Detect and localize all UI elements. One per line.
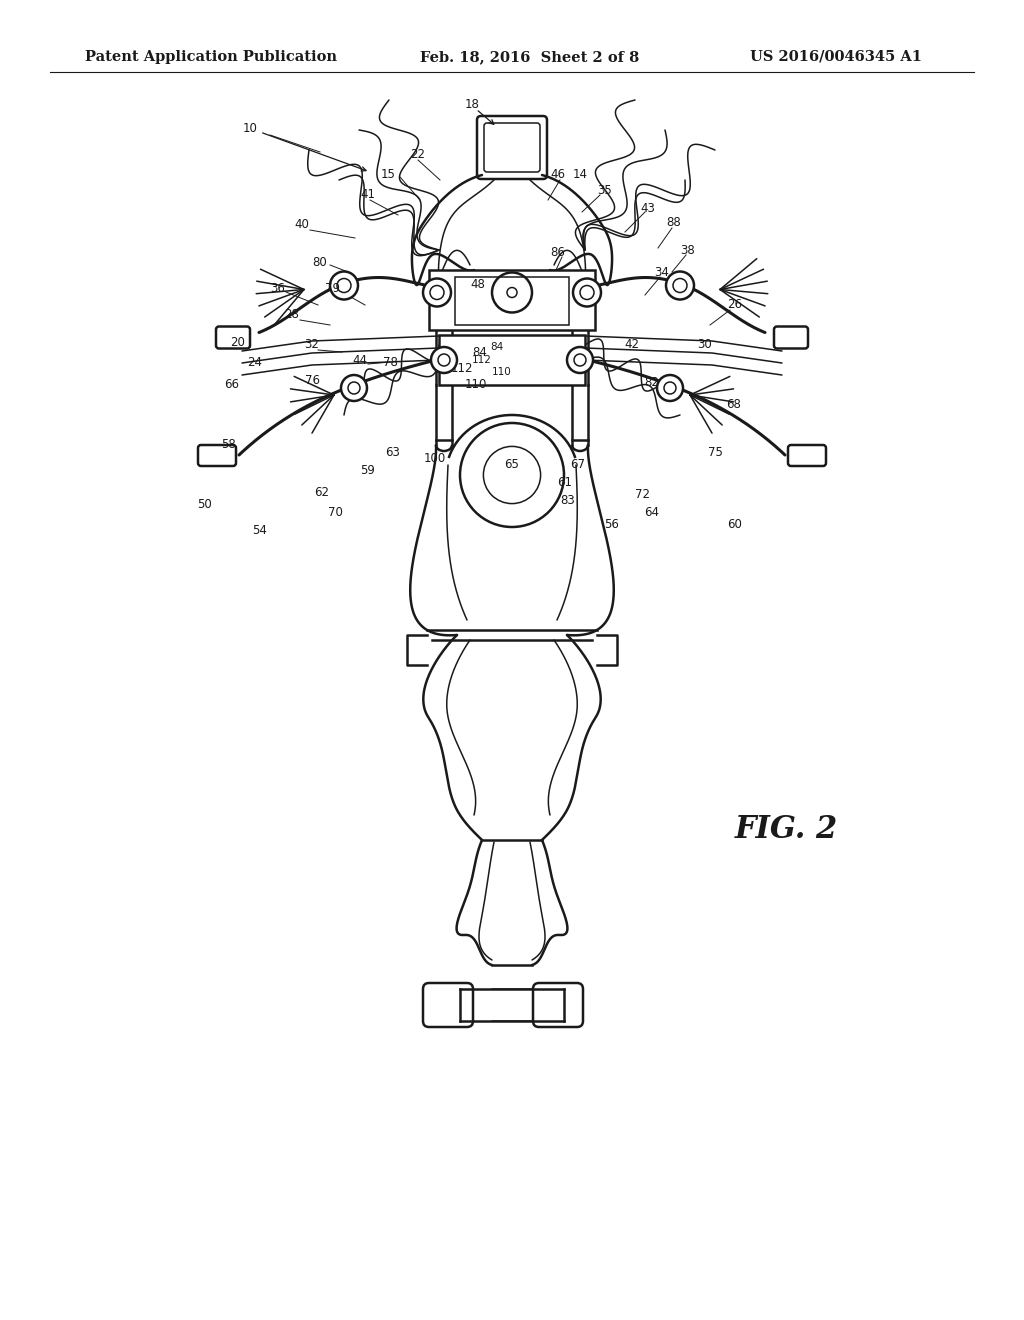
Text: 112: 112 xyxy=(451,362,473,375)
Text: 62: 62 xyxy=(314,486,330,499)
Circle shape xyxy=(567,347,593,374)
Text: 14: 14 xyxy=(572,169,588,181)
Circle shape xyxy=(341,375,367,401)
Circle shape xyxy=(657,375,683,401)
Text: 48: 48 xyxy=(484,289,500,301)
Circle shape xyxy=(507,288,517,297)
Text: 58: 58 xyxy=(220,438,236,451)
Text: 76: 76 xyxy=(304,374,319,387)
Text: 67: 67 xyxy=(570,458,586,471)
Text: 10: 10 xyxy=(243,121,257,135)
Text: 64: 64 xyxy=(644,506,659,519)
FancyBboxPatch shape xyxy=(788,445,826,466)
Text: 100: 100 xyxy=(424,451,446,465)
Circle shape xyxy=(492,272,532,313)
Text: US 2016/0046345 A1: US 2016/0046345 A1 xyxy=(750,50,922,63)
Text: 44: 44 xyxy=(352,354,368,367)
Text: 40: 40 xyxy=(295,219,309,231)
Text: 60: 60 xyxy=(728,519,742,532)
Text: 22: 22 xyxy=(411,149,426,161)
Text: 86: 86 xyxy=(551,246,565,259)
FancyBboxPatch shape xyxy=(216,326,250,348)
Text: 56: 56 xyxy=(604,519,620,532)
Text: 43: 43 xyxy=(641,202,655,214)
Text: 63: 63 xyxy=(386,446,400,458)
Text: FIG. 2: FIG. 2 xyxy=(735,814,839,846)
Text: 70: 70 xyxy=(328,506,342,519)
Bar xyxy=(439,335,585,385)
Text: 34: 34 xyxy=(654,265,670,279)
Text: 65: 65 xyxy=(505,458,519,471)
Circle shape xyxy=(330,272,358,300)
Text: 78: 78 xyxy=(383,355,397,368)
Text: 42: 42 xyxy=(625,338,640,351)
Text: 15: 15 xyxy=(381,169,395,181)
Text: 30: 30 xyxy=(697,338,713,351)
Circle shape xyxy=(666,272,694,300)
Text: 59: 59 xyxy=(360,463,376,477)
Bar xyxy=(455,277,569,325)
Text: 112: 112 xyxy=(472,355,492,366)
Text: 35: 35 xyxy=(598,183,612,197)
Text: 61: 61 xyxy=(557,475,572,488)
Text: 84: 84 xyxy=(472,346,487,359)
FancyBboxPatch shape xyxy=(198,445,236,466)
Text: 41: 41 xyxy=(360,189,376,202)
Text: 50: 50 xyxy=(198,499,212,511)
Text: 20: 20 xyxy=(230,335,246,348)
FancyBboxPatch shape xyxy=(477,116,547,180)
Bar xyxy=(429,271,595,330)
Text: 84: 84 xyxy=(490,342,504,352)
Text: 72: 72 xyxy=(635,488,649,502)
Text: 83: 83 xyxy=(560,494,575,507)
Text: 66: 66 xyxy=(224,379,240,392)
Text: 54: 54 xyxy=(253,524,267,536)
Text: 46: 46 xyxy=(551,169,565,181)
Text: Feb. 18, 2016  Sheet 2 of 8: Feb. 18, 2016 Sheet 2 of 8 xyxy=(420,50,639,63)
Text: 79: 79 xyxy=(325,281,340,294)
Circle shape xyxy=(431,347,457,374)
Text: 36: 36 xyxy=(270,281,286,294)
Text: 26: 26 xyxy=(727,298,742,312)
Text: 110: 110 xyxy=(493,367,512,378)
Text: 88: 88 xyxy=(667,215,681,228)
FancyBboxPatch shape xyxy=(774,326,808,348)
Text: 18: 18 xyxy=(465,99,479,111)
FancyBboxPatch shape xyxy=(534,983,583,1027)
Text: 38: 38 xyxy=(681,243,695,256)
Text: 82: 82 xyxy=(644,375,659,388)
Text: 68: 68 xyxy=(727,397,741,411)
Text: 32: 32 xyxy=(304,338,319,351)
Circle shape xyxy=(573,279,601,306)
Text: 110: 110 xyxy=(465,378,487,391)
FancyBboxPatch shape xyxy=(423,983,473,1027)
Text: 75: 75 xyxy=(708,446,723,458)
Text: 48: 48 xyxy=(471,279,485,292)
Circle shape xyxy=(423,279,451,306)
Text: 24: 24 xyxy=(248,356,262,370)
Text: 80: 80 xyxy=(312,256,328,268)
Text: 28: 28 xyxy=(285,309,299,322)
Text: Patent Application Publication: Patent Application Publication xyxy=(85,50,337,63)
